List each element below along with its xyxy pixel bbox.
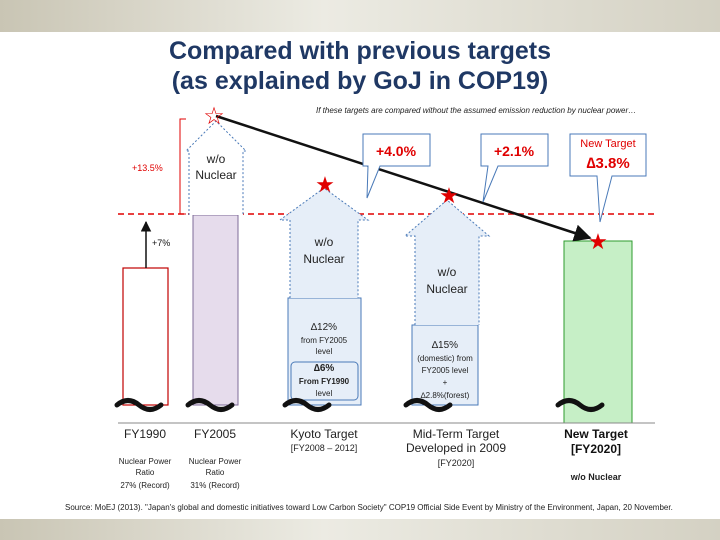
bar-midterm: [411, 324, 479, 406]
kyoto-highlight-box: [290, 361, 359, 401]
ratio-fy1990-line1: Nuclear Power: [119, 457, 172, 466]
kyoto-bar-text: ∆12% from FY2005 level ∆6% From FY1990 l…: [299, 322, 350, 398]
new-target-note: w/o Nuclear: [570, 472, 622, 482]
star-outline-fy2005: ☆: [203, 103, 225, 130]
bar-kyoto: [287, 297, 362, 406]
label-plus-13-5: +13.5%: [132, 163, 163, 173]
sub-label-midterm: [FY2020]: [438, 458, 475, 468]
star-new: ★: [588, 229, 608, 254]
slide-top-frame: [0, 0, 720, 32]
ratio-fy1990-line3: 27% (Record): [120, 481, 170, 490]
category-label-kyoto: Kyoto Target: [290, 427, 358, 441]
category-label-fy1990: FY1990: [124, 427, 166, 441]
kyoto-text-0: ∆12%: [311, 322, 337, 333]
midterm-text-2: FY2005 level: [422, 366, 469, 375]
arrow-wo-fy2005: [184, 120, 248, 215]
break-mark-4: [555, 398, 605, 412]
break-mark-2: [282, 398, 332, 412]
category-label-midterm-line1: Mid-Term Target: [413, 427, 500, 441]
break-mark-1: [185, 398, 235, 412]
callout-kyoto-box: [362, 133, 431, 199]
kyoto-text-4: From FY1990: [299, 377, 350, 386]
bar-fy2005: [192, 214, 239, 406]
trend-arrow: [215, 114, 592, 242]
title-line-1: Compared with previous targets: [168, 37, 552, 65]
ratio-fy1990-line2: Ratio: [136, 468, 155, 477]
slide-bottom-frame: [0, 519, 720, 540]
midterm-bar-text: ∆15% (domestic) from FY2005 level + ∆2.8…: [417, 340, 473, 400]
label-new-target-callout: New Target: [580, 138, 635, 150]
kyoto-text-5: level: [316, 389, 333, 398]
midterm-text-0: ∆15%: [432, 340, 458, 351]
bar-new-target: [563, 240, 633, 424]
label-plus-4-0: +4.0%: [376, 143, 417, 159]
break-mark-0: [114, 398, 164, 412]
callout-midterm-box: [480, 133, 549, 203]
comparison-note: If these targets are compared without th…: [316, 106, 637, 115]
label-wo-kyoto: w/o: [314, 235, 334, 249]
arrow-wo-kyoto: [278, 187, 370, 298]
callout-new-box: [569, 133, 647, 223]
ratio-fy2005-line3: 31% (Record): [190, 481, 240, 490]
bracket-13-5: [179, 118, 186, 215]
category-label-new: New Target: [564, 427, 628, 441]
label-plus-7: +7%: [152, 238, 170, 248]
ratio-fy1990: Nuclear Power Ratio 27% (Record): [119, 457, 172, 490]
midterm-text-4: ∆2.8%(forest): [421, 391, 470, 400]
midterm-text-1: (domestic) from: [417, 354, 473, 363]
title-line-2: (as explained by GoJ in COP19): [171, 67, 549, 95]
kyoto-text-2: level: [316, 347, 333, 356]
label-plus-2-1: +2.1%: [494, 143, 535, 159]
category-label-fy2005: FY2005: [194, 427, 236, 441]
label-nuclear-kyoto: Nuclear: [303, 252, 344, 266]
ratio-fy2005-line2: Ratio: [206, 468, 225, 477]
arrow-wo-midterm: [403, 199, 491, 325]
sub-label-new: [FY2020]: [571, 442, 621, 456]
star-midterm: ★: [439, 183, 459, 208]
label-new-target-value: ∆3.8%: [586, 155, 629, 172]
category-label-midterm-line2: Developed in 2009: [406, 441, 506, 455]
midterm-text-3: +: [443, 378, 448, 387]
label-wo-fy2005: w/o: [206, 152, 226, 166]
label-wo-midterm: w/o: [437, 265, 457, 279]
kyoto-text-1: from FY2005: [301, 336, 348, 345]
star-kyoto: ★: [315, 172, 335, 197]
slide-title: Compared with previous targets (as expla…: [0, 36, 720, 96]
source-citation: Source: MoEJ (2013). "Japan's global and…: [65, 503, 673, 512]
ratio-fy2005: Nuclear Power Ratio 31% (Record): [189, 457, 242, 490]
axis-break-marks: [114, 398, 605, 412]
sub-label-kyoto: [FY2008 – 2012]: [291, 443, 358, 453]
break-mark-3: [403, 398, 453, 412]
bar-fy1990: [122, 267, 169, 406]
kyoto-text-3: ∆6%: [314, 363, 335, 374]
ratio-fy2005-line1: Nuclear Power: [189, 457, 242, 466]
label-nuclear-fy2005: Nuclear: [195, 168, 236, 182]
label-nuclear-midterm: Nuclear: [426, 282, 467, 296]
